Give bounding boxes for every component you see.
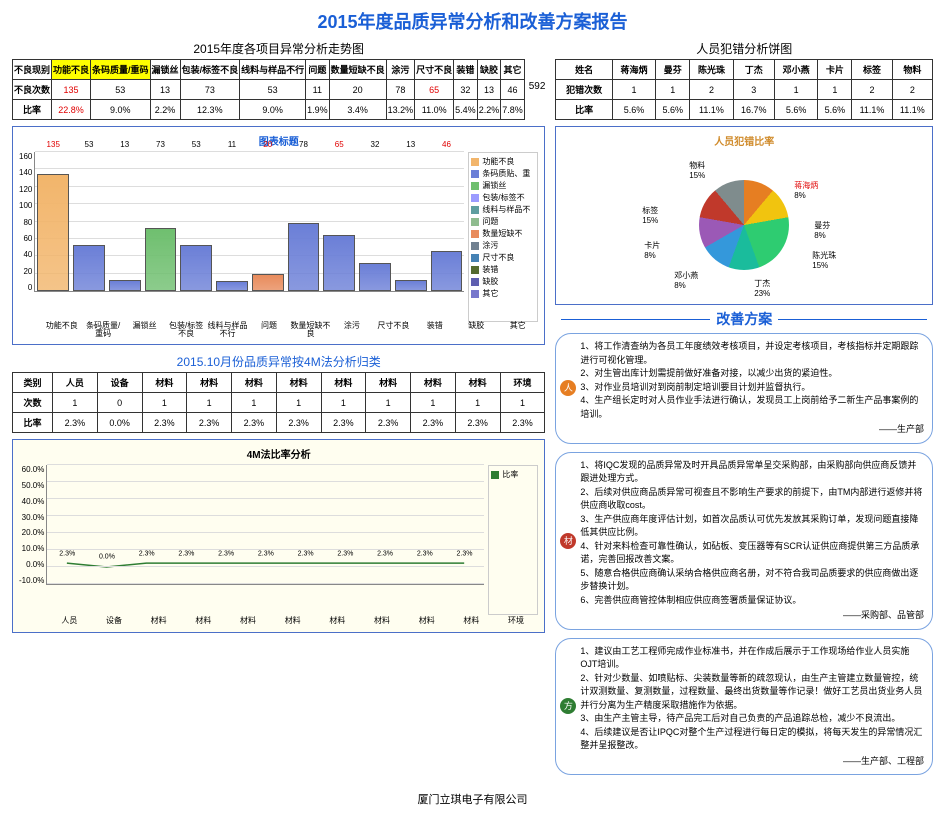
m4-table: 类别人员设备材料材料材料材料材料材料材料材料环境次数10111111111比率2… <box>12 372 545 433</box>
pie-chart: 人员犯错比率 蒋海炳8%曼芬8%陈光珠15%丁杰23%邓小燕8%卡片8%标签15… <box>555 126 933 305</box>
page-title: 2015年度品质异常分析和改善方案报告 <box>12 8 933 34</box>
improve-box: 方1、建议由工艺工程师完成作业标准书，并在作成后展示于工作现场给作业人员实施OJ… <box>555 638 933 776</box>
improve-box: 材1、将IQC发现的品质异常及时开具品质异常单呈交采购部，由采购部向供应商反馈并… <box>555 452 933 630</box>
line-chart: 4M法比率分析 -10.0%0.0%10.0%20.0%30.0%40.0%50… <box>12 439 545 633</box>
improve-title: 改善方案 <box>555 309 933 329</box>
improve-box: 人1、将工作清查纳为各员工年度绩效考核项目，并设定考核项目，考核指标并定期跟踪进… <box>555 333 933 444</box>
m4-title: 2015.10月份品质异常按4M法分析归类 <box>12 353 545 370</box>
pie-table: 姓名蒋海炳曼芬陈光珠丁杰邓小燕卡片标签物料犯错次数11231122比率5.6%5… <box>555 59 933 120</box>
pie-table-title: 人员犯错分析饼图 <box>555 40 933 57</box>
bar-chart: 图表标题 020406080100120140160 1355313735311… <box>12 126 545 345</box>
line-legend: 比率 <box>488 465 538 615</box>
trend-table: 不良现别功能不良条码质量/重码漏锁丝包装/标签不良线料与样品不行问题数量短缺不良… <box>12 59 525 120</box>
trend-title: 2015年度各项目异常分析走势图 <box>12 40 545 57</box>
bar-legend: 功能不良条码质贴、重漏锁丝包装/标签不线料与样品不问题数量短缺不涂污尺寸不良装错… <box>468 152 538 322</box>
trend-total: 592 <box>525 59 546 92</box>
footer: 厦门立琪电子有限公司 <box>12 791 933 807</box>
